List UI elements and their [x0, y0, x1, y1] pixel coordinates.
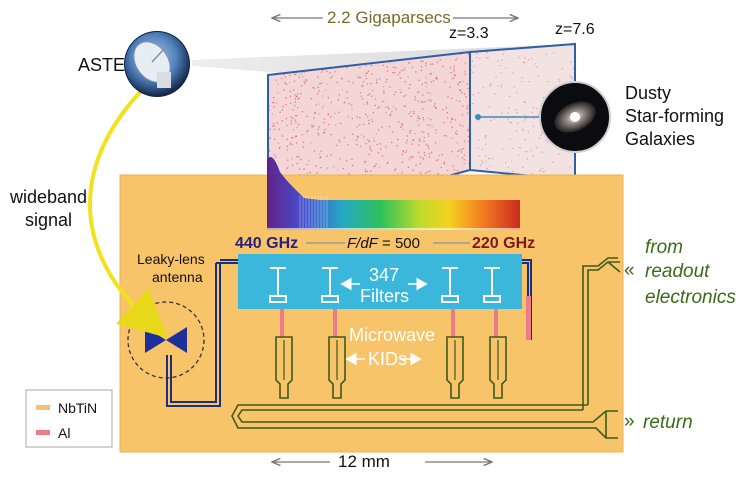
telescope-label: ASTE — [78, 55, 126, 75]
filter-resonators — [269, 267, 501, 303]
signal-label-line1: wideband — [10, 187, 88, 207]
galaxies-label-line2: Star-forming — [625, 106, 725, 126]
frequency-low: 220 GHz — [472, 235, 536, 252]
redshift-far: z=7.6 — [555, 21, 595, 38]
legend-label-al: Al — [58, 425, 71, 441]
aluminium-section — [526, 296, 531, 340]
legend-label-nbtin: NbTiN — [58, 400, 98, 416]
galaxy-icon — [539, 81, 611, 153]
signal-label-line2: signal — [25, 210, 73, 230]
kids-label-line1: Microwave — [349, 325, 436, 345]
resolution-prefix: F/dF — [347, 235, 378, 252]
antenna-label-line1: Leaky-lens — [137, 251, 205, 267]
filters-label: Filters — [360, 286, 409, 306]
spectrum-plot — [267, 156, 520, 230]
telescope-icon — [124, 31, 190, 97]
wideband-signal-arrow — [88, 80, 168, 339]
legend-swatch-nbtin — [36, 405, 50, 410]
antenna-right-lobe — [166, 327, 187, 353]
readout-label-line3: electronics — [645, 287, 736, 308]
redshift-near: z=3.3 — [449, 25, 489, 42]
readout-label-line1: from — [645, 237, 683, 258]
frequency-high: 440 GHz — [235, 235, 299, 252]
filters-count: 347 — [369, 265, 400, 285]
antenna-label-line2: antenna — [152, 269, 203, 285]
legend-swatch-al — [36, 430, 50, 435]
kids-label-line2: KIDs — [368, 349, 408, 369]
resolution-label: F/dF = 500 — [347, 236, 420, 251]
legend-box — [25, 389, 113, 448]
resolution-value: = 500 — [377, 235, 420, 252]
return-marker: » — [624, 411, 635, 432]
galaxies-label-line1: Dusty — [625, 83, 672, 103]
readout-label-line2: readout — [645, 261, 710, 282]
galaxies-label-line3: Galaxies — [625, 129, 696, 149]
bottom-scale-label: 12 mm — [338, 452, 390, 471]
readout-line — [231, 257, 621, 439]
return-label: return — [643, 412, 693, 433]
kid-resonators — [275, 309, 507, 399]
readout-marker: « — [624, 260, 635, 281]
top-scale-label: 2.2 Gigaparsecs — [327, 8, 451, 27]
